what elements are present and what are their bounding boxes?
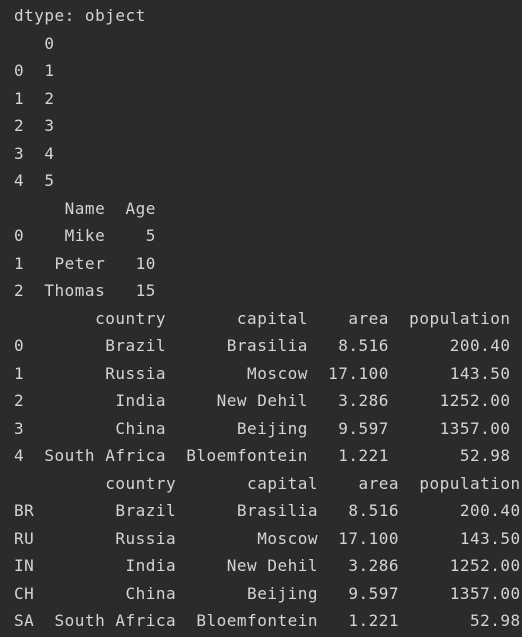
series-row: 2 3 — [14, 116, 55, 135]
countries-table-header: country capital area population — [14, 308, 511, 328]
countries-table-row: 1 Russia Moscow 17.100 143.50 — [14, 363, 511, 383]
indexed-countries-table-row: BR Brazil Brasilia 8.516 200.40 — [14, 501, 521, 520]
countries-table-row: 4 South Africa Bloemfontein 1.221 52.98 — [14, 446, 511, 465]
people-table-header: Name Age — [14, 198, 156, 218]
series-header: 0 — [14, 33, 55, 53]
series-row: 0 1 — [14, 61, 55, 80]
countries-table-row: 3 China Beijing 9.597 1357.00 — [14, 418, 511, 438]
series-row: 4 5 — [14, 171, 55, 190]
dtype-line: dtype: object — [14, 6, 146, 25]
countries-table-row: 2 India New Dehil 3.286 1252.00 — [14, 391, 511, 410]
indexed-countries-table-row: IN India New Dehil 3.286 1252.00 — [14, 556, 521, 575]
series-row: 3 4 — [14, 143, 55, 163]
people-table-row: 1 Peter 10 — [14, 253, 156, 273]
indexed-countries-table-row: SA South Africa Bloemfontein 1.221 52.98 — [14, 611, 521, 630]
people-table-row: 2 Thomas 15 — [14, 281, 156, 300]
countries-table-row: 0 Brazil Brasilia 8.516 200.40 — [14, 336, 511, 355]
people-table-row: 0 Mike 5 — [14, 226, 156, 245]
indexed-countries-table-row: RU Russia Moscow 17.100 143.50 — [14, 528, 521, 548]
indexed-countries-table-row: CH China Beijing 9.597 1357.00 — [14, 583, 521, 603]
series-row: 1 2 — [14, 88, 55, 108]
indexed-countries-table-header: country capital area population — [14, 473, 521, 493]
